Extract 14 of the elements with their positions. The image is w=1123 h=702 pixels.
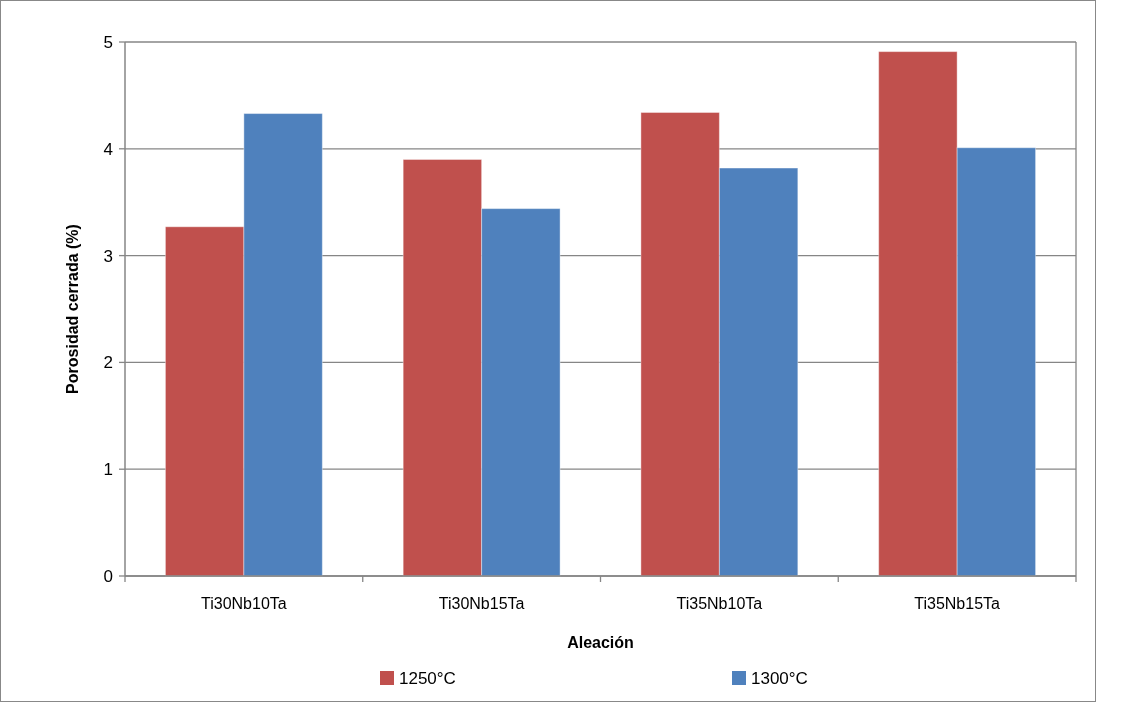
- y-tick-label: 3: [103, 246, 113, 266]
- y-tick-label: 0: [103, 566, 113, 586]
- x-tick-label: Ti35Nb10Ta: [676, 595, 763, 612]
- legend-label: 1300°C: [751, 668, 808, 688]
- y-tick-label: 4: [103, 139, 113, 159]
- x-tick-label: Ti30Nb15Ta: [438, 595, 525, 612]
- legend-label: 1250°C: [399, 668, 456, 688]
- x-tick-label: Ti30Nb10Ta: [201, 595, 287, 612]
- y-tick-label: 1: [103, 460, 113, 480]
- y-axis-title: Porosidad cerrada (%): [64, 224, 81, 394]
- y-tick-label: 2: [103, 353, 113, 373]
- x-axis-title: Aleación: [567, 634, 634, 651]
- y-tick-label: 5: [103, 32, 113, 52]
- x-tick-label: Ti35Nb15Ta: [914, 595, 1001, 612]
